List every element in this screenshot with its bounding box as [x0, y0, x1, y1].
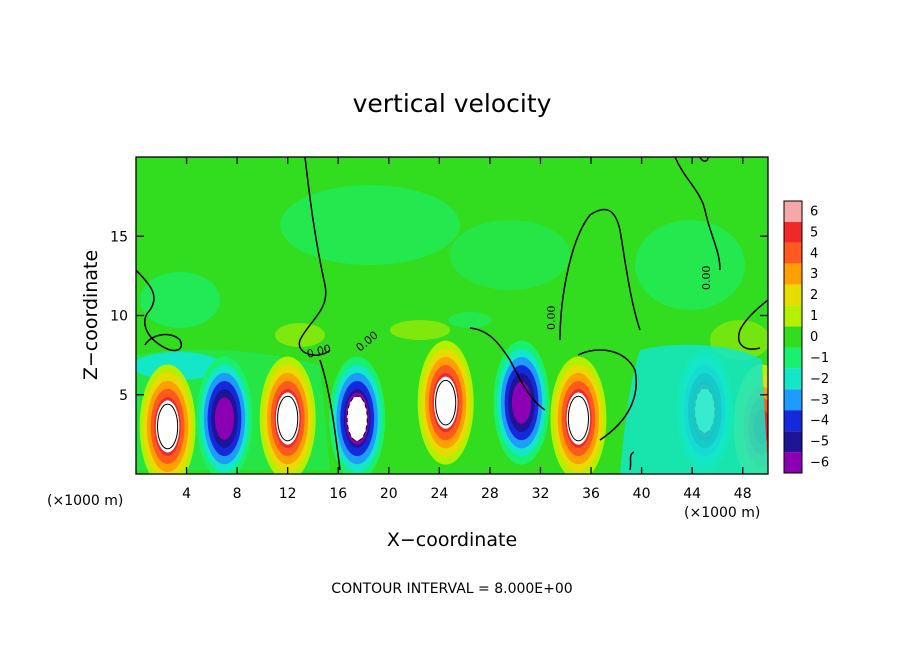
colorbar-swatch [784, 201, 802, 222]
x-tick-label: 32 [532, 486, 550, 502]
colorbar-swatch [784, 221, 802, 243]
colorbar: 6 5 4 3 2 1 0 −1 −2 −3 −4 −5 −6 [783, 200, 829, 474]
velocity-cell [515, 389, 528, 416]
colorbar-swatch [784, 431, 802, 453]
colorbar-label: 2 [810, 288, 818, 303]
y-tick-label: 15 [110, 229, 128, 245]
colorbar-label: 0 [810, 330, 818, 345]
colorbar-swatch [784, 326, 802, 348]
x-tick-label: 16 [329, 486, 347, 502]
colorbar-label: −5 [810, 435, 829, 450]
y-axis: 5 10 15 [110, 229, 768, 404]
colorbar-frame [783, 200, 803, 474]
x-axis-label: X−coordinate [387, 529, 517, 551]
y-axis-label: Z−coordinate [80, 250, 102, 380]
colorbar-label: 3 [810, 267, 818, 282]
colorbar-label: 1 [810, 309, 818, 324]
chart-title: vertical velocity [353, 89, 552, 118]
x-unit-left: (×1000 m) [47, 493, 123, 509]
zero-contours [136, 157, 768, 471]
y-tick-label: 10 [110, 309, 128, 325]
x-tick-label: 44 [683, 486, 701, 502]
velocity-field [136, 185, 768, 474]
x-tick-label: 12 [279, 486, 297, 502]
colorbar-swatch [784, 284, 802, 306]
velocity-cell [218, 405, 231, 432]
colorbar-swatch [784, 389, 802, 411]
colorbar-swatch [784, 305, 802, 327]
contour-label: 0.00 [305, 342, 332, 361]
x-tick-label: 40 [633, 486, 651, 502]
colorbar-swatch [784, 347, 802, 369]
core-contour [277, 395, 299, 442]
x-axis: 4 8 12 16 20 24 28 32 36 40 44 48 [182, 157, 752, 502]
core-contour [567, 395, 589, 442]
x-tick-label: 20 [380, 486, 398, 502]
colorbar-label: −3 [810, 393, 829, 408]
contour-interval-note: CONTOUR INTERVAL = 8.000E+00 [331, 581, 572, 597]
colorbar-swatch [784, 452, 802, 473]
colorbar-label: 5 [810, 225, 818, 240]
colorbar-label: 4 [810, 246, 818, 261]
colorbar-label: −4 [810, 414, 829, 429]
colorbar-swatch [784, 410, 802, 432]
x-tick-label: 4 [182, 486, 191, 502]
y-tick-label: 5 [119, 388, 128, 404]
colorbar-label: 6 [810, 204, 818, 219]
x-tick-label: 24 [430, 486, 448, 502]
x-unit-right: (×1000 m) [684, 505, 760, 521]
colorbar-swatch [784, 242, 802, 264]
colorbar-swatch [784, 263, 802, 285]
core-contour [435, 379, 457, 426]
x-tick-label: 36 [582, 486, 600, 502]
colorbar-swatch [784, 368, 802, 390]
x-tick-label: 28 [481, 486, 499, 502]
colorbar-label: −1 [810, 351, 829, 366]
core-contour [157, 403, 179, 450]
contour-label: 0.00 [700, 266, 713, 291]
colorbar-label: −6 [810, 456, 829, 471]
colorbar-label: −2 [810, 372, 829, 387]
x-tick-label: 48 [734, 486, 752, 502]
x-tick-label: 8 [233, 486, 242, 502]
contour-label: 0.00 [545, 306, 558, 331]
core-contour [346, 395, 368, 442]
